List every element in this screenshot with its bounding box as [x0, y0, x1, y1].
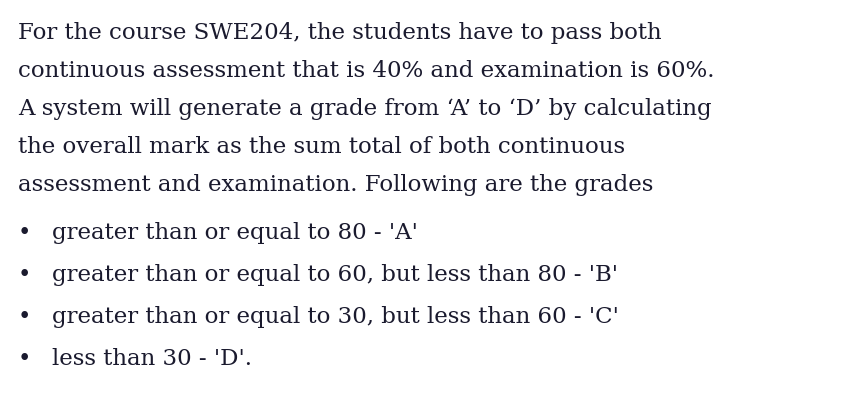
- Text: •: •: [18, 348, 31, 370]
- Text: •: •: [18, 264, 31, 286]
- Text: A system will generate a grade from ‘A’ to ‘D’ by calculating: A system will generate a grade from ‘A’ …: [18, 98, 711, 120]
- Text: For the course SWE204, the students have to pass both: For the course SWE204, the students have…: [18, 22, 661, 44]
- Text: •: •: [18, 222, 31, 244]
- Text: •: •: [18, 306, 31, 328]
- Text: assessment and examination. Following are the grades: assessment and examination. Following ar…: [18, 174, 653, 196]
- Text: the overall mark as the sum total of both continuous: the overall mark as the sum total of bot…: [18, 136, 624, 158]
- Text: continuous assessment that is 40% and examination is 60%.: continuous assessment that is 40% and ex…: [18, 60, 714, 82]
- Text: greater than or equal to 80 - 'A': greater than or equal to 80 - 'A': [52, 222, 418, 244]
- Text: greater than or equal to 60, but less than 80 - 'B': greater than or equal to 60, but less th…: [52, 264, 617, 286]
- Text: less than 30 - 'D'.: less than 30 - 'D'.: [52, 348, 251, 370]
- Text: greater than or equal to 30, but less than 60 - 'C': greater than or equal to 30, but less th…: [52, 306, 618, 328]
